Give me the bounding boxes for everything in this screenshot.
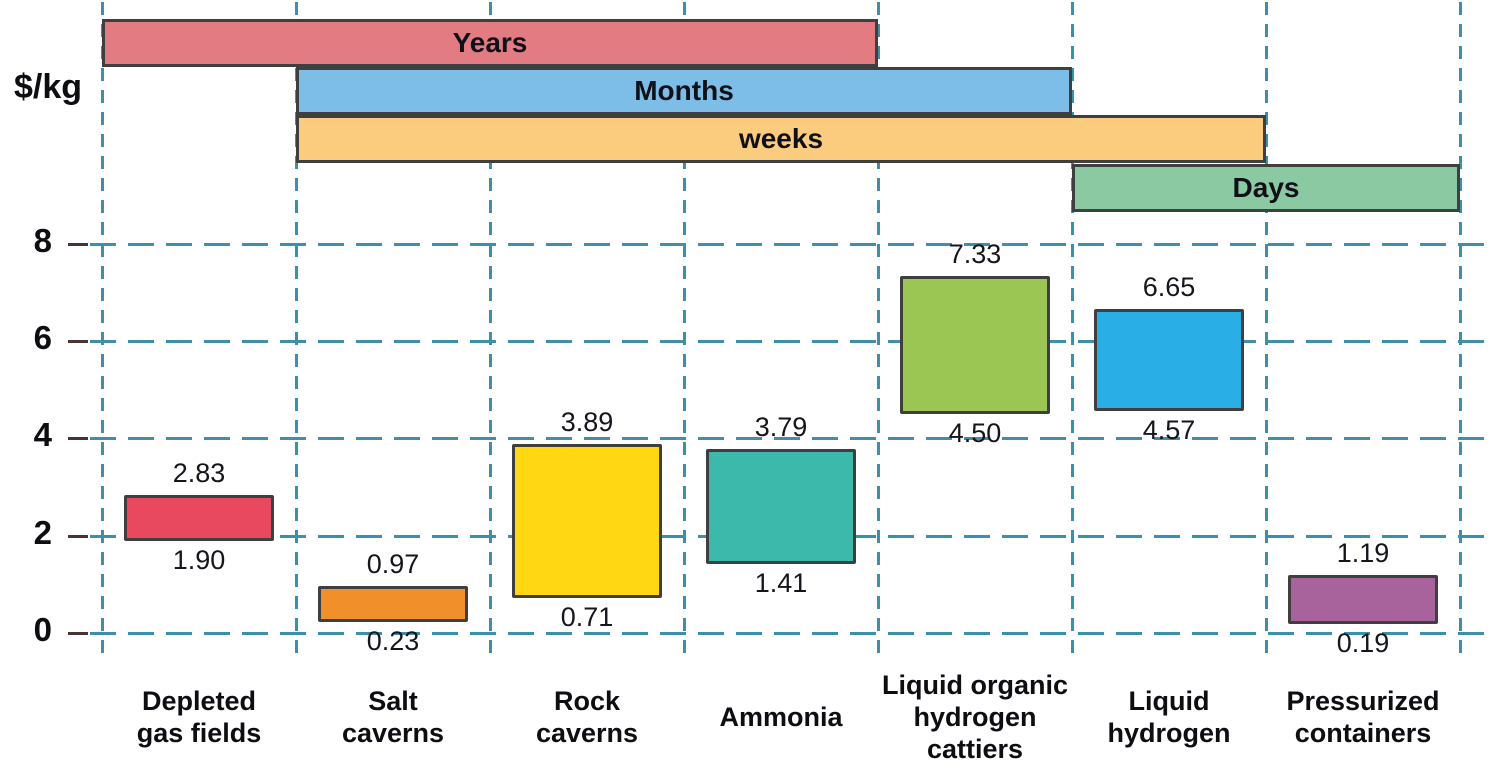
category-label-rock-caverns: Rock caverns — [472, 664, 702, 770]
horizontal-gridline — [90, 242, 1492, 246]
min-value-label: 0.71 — [560, 602, 614, 633]
category-label-line: caverns — [341, 718, 445, 748]
category-label-line: Liquid — [1128, 686, 1210, 716]
range-box-depleted-gas-fields — [124, 495, 274, 541]
vertical-gridline — [489, 2, 492, 662]
y-axis-tick-label: 2 — [33, 513, 52, 551]
y-axis-tick-label: 0 — [33, 611, 52, 648]
category-label-ammonia: Ammonia — [666, 664, 896, 770]
y-axis-tick — [68, 632, 88, 635]
range-box-liquid-hydrogen — [1094, 309, 1244, 411]
category-label-line: hydrogen — [913, 702, 1037, 732]
horizontal-gridline — [90, 340, 1492, 344]
vertical-gridline — [1265, 2, 1268, 662]
category-label-line: Salt — [368, 686, 418, 716]
min-value-label: 4.50 — [948, 418, 1002, 449]
category-label-line: caverns — [535, 718, 639, 748]
y-axis-tick-label: 8 — [33, 221, 52, 259]
y-axis-tick — [68, 340, 88, 344]
category-label-line: Rock — [553, 686, 621, 716]
category-label-line: gas fields — [136, 718, 262, 748]
max-value-label: 1.19 — [1336, 538, 1390, 569]
category-label-line: Pressurized — [1286, 686, 1440, 716]
vertical-gridline — [877, 2, 880, 662]
y-axis-tick-label: 4 — [33, 416, 52, 454]
range-box-rock-caverns — [512, 443, 662, 599]
min-value-label: 4.57 — [1142, 414, 1196, 445]
horizontal-gridline — [90, 437, 1492, 441]
max-value-label: 3.79 — [754, 411, 808, 442]
y-axis-tick — [68, 242, 88, 246]
duration-bar-years: Years — [102, 19, 878, 67]
duration-bar-months: Months — [296, 67, 1072, 116]
range-box-ammonia — [706, 448, 856, 565]
category-label-pressurized-containers: Pressurized containers — [1248, 664, 1478, 770]
min-value-label: 0.19 — [1336, 627, 1390, 658]
category-label-line: cattiers — [926, 734, 1024, 764]
min-value-label: 1.41 — [754, 568, 808, 599]
category-label-line: Ammonia — [719, 702, 843, 732]
y-axis-title: $/kg — [13, 68, 83, 106]
y-axis-tick-label: 6 — [33, 319, 52, 357]
min-value-label: 0.23 — [366, 625, 420, 656]
category-label-depleted-gas-fields: Depleted gas fields — [84, 664, 314, 770]
range-box-liquid-organic-hydrogen-cattiers — [900, 276, 1050, 415]
category-label-liquid-hydrogen: Liquid hydrogen — [1054, 664, 1284, 770]
category-label-salt-caverns: Salt caverns — [278, 664, 508, 770]
y-axis-tick — [68, 437, 88, 441]
duration-bar-weeks: weeks — [296, 115, 1266, 164]
category-label-liquid-organic-hydrogen-cattiers: Liquid organic hydrogen cattiers — [860, 664, 1090, 770]
vertical-gridline — [1459, 2, 1462, 662]
horizontal-gridline — [90, 632, 1492, 635]
range-box-pressurized-containers — [1288, 575, 1438, 624]
vertical-gridline — [1071, 2, 1074, 662]
vertical-gridline — [101, 2, 104, 662]
max-value-label: 2.83 — [172, 458, 226, 489]
y-axis-tick — [68, 534, 88, 538]
duration-bar-days: Days — [1072, 163, 1460, 212]
max-value-label: 0.97 — [366, 548, 420, 579]
max-value-label: 3.89 — [560, 406, 614, 437]
category-label-line: Liquid organic — [882, 670, 1068, 700]
category-label-line: hydrogen — [1107, 718, 1231, 748]
max-value-label: 6.65 — [1142, 272, 1196, 303]
max-value-label: 7.33 — [948, 239, 1002, 270]
vertical-gridline — [295, 2, 298, 662]
range-box-salt-caverns — [318, 585, 468, 622]
category-label-line: Depleted — [141, 686, 257, 716]
category-label-line: containers — [1294, 718, 1432, 748]
vertical-gridline — [683, 2, 686, 662]
min-value-label: 1.90 — [172, 544, 226, 575]
